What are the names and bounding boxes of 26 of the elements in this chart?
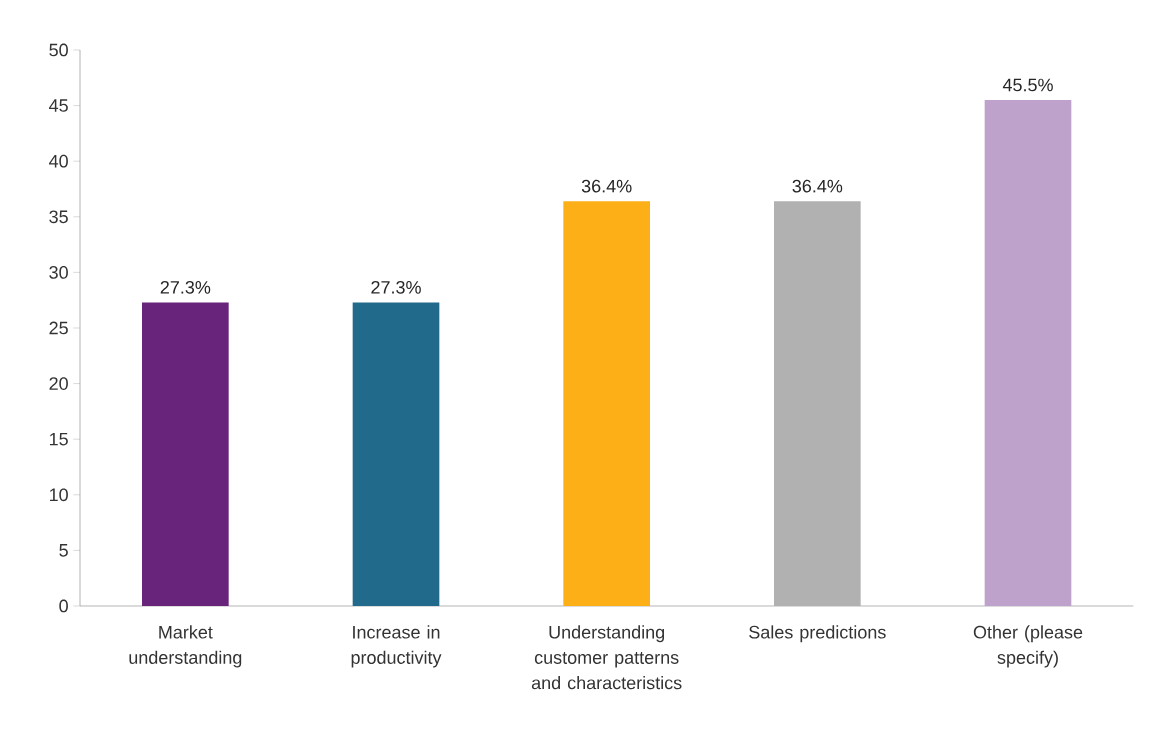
y-tick-label: 25 <box>49 321 68 335</box>
data-label: 45.5% <box>1002 78 1053 92</box>
y-tick-label: 10 <box>49 488 68 502</box>
bar <box>774 201 861 606</box>
x-tick-label: Understanding customer patterns and characteristics <box>531 625 682 690</box>
y-tick-label: 15 <box>49 432 68 446</box>
x-tick-label: Increase in productivity <box>351 625 442 668</box>
y-tick-label: 50 <box>49 43 68 57</box>
data-label: 27.3% <box>371 280 421 294</box>
y-tick-label: 20 <box>49 377 68 390</box>
data-label: 36.4% <box>581 179 632 193</box>
bar <box>352 302 440 606</box>
y-tick-label: 40 <box>49 154 68 168</box>
y-tick-label: 35 <box>49 210 68 224</box>
y-tick-label: 45 <box>49 99 68 112</box>
x-tick-label: Sales predictions <box>749 625 886 643</box>
y-tick-label: 5 <box>59 544 68 557</box>
bar <box>984 100 1072 606</box>
data-label: 36.4% <box>792 179 843 193</box>
y-tick-label: 30 <box>49 266 68 279</box>
data-label: 27.3% <box>160 280 211 294</box>
x-tick-label: Other (please specify) <box>973 625 1083 668</box>
bar <box>142 302 229 606</box>
bar <box>563 201 650 606</box>
y-tick-label: 0 <box>59 599 68 613</box>
x-tick-label: Market understanding <box>129 625 242 668</box>
